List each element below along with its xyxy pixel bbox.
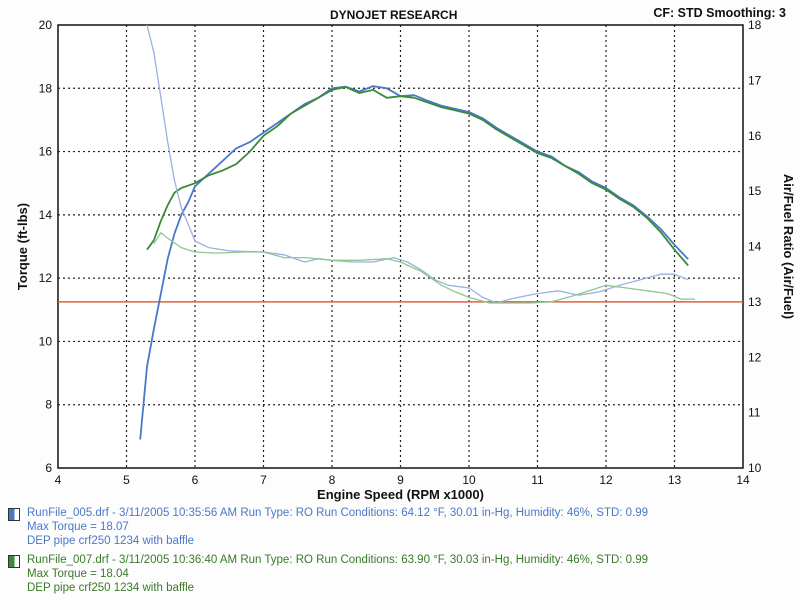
legend-max-torque: Max Torque = 18.04: [27, 568, 129, 580]
y-right-tick-label: 18: [748, 18, 762, 32]
plot-frame: [57, 24, 744, 469]
afr-line-runfile-005-drf: [146, 24, 689, 304]
y-left-tick-label: 8: [45, 398, 52, 412]
y-left-tick-label: 18: [39, 81, 53, 95]
legend-description: DEP pipe crf250 1234 with baffle: [27, 582, 195, 594]
x-tick-label: 10: [462, 473, 476, 487]
x-tick-label: 6: [192, 473, 199, 487]
x-tick-label: 12: [599, 473, 613, 487]
legend-swatch: [8, 555, 20, 568]
dyno-chart: 4 5 6 7 8 9 10 11 12 13 14 6 8 10 12 14 16 18 20 10 11 12 13 14…: [15, 18, 796, 502]
y-left-tick-label: 14: [39, 208, 53, 222]
x-axis-label: Engine Speed (RPM x1000): [317, 487, 484, 502]
torque-line-runfile-007-drf: [146, 86, 689, 267]
y-right-tick-label: 11: [748, 406, 761, 420]
x-tick-label: 9: [397, 473, 404, 487]
chart-title: DYNOJET RESEARCH: [330, 8, 458, 22]
x-tick-label: 7: [260, 473, 267, 487]
y-left-tick-label: 16: [39, 145, 53, 159]
x-tick-label: 14: [736, 473, 750, 487]
y-left-tick-label: 20: [39, 18, 53, 32]
y-right-tick-label: 16: [748, 129, 762, 143]
y-right-tick-label: 17: [748, 73, 762, 87]
y-right-tick-label: 14: [748, 240, 762, 254]
y-right-tick-label: 15: [748, 184, 762, 198]
x-tick-label: 5: [123, 473, 130, 487]
y-right-tick-label: 13: [748, 295, 762, 309]
legend-description: DEP pipe crf250 1234 with baffle: [27, 535, 195, 547]
y-left-tick-label: 12: [39, 271, 53, 285]
x-tick-label: 11: [531, 473, 544, 487]
legend-entry-run-005: RunFile_005.drf - 3/11/2005 10:35:56 AM …: [8, 506, 648, 548]
y-right-tick-label: 10: [748, 461, 762, 475]
afr-line-runfile-007-drf: [153, 232, 696, 304]
legend-run-info: RunFile_005.drf - 3/11/2005 10:35:56 AM …: [27, 507, 649, 519]
legend-run-info: RunFile_007.drf - 3/11/2005 10:36:40 AM …: [27, 554, 649, 566]
x-tick-label: 13: [668, 473, 682, 487]
y-left-tick-label: 6: [45, 461, 52, 475]
y-left-axis-label: Torque (ft-lbs): [15, 203, 30, 290]
correction-info: CF: STD Smoothing: 3: [653, 6, 786, 20]
x-tick-label: 8: [329, 473, 336, 487]
torque-line-runfile-005-drf: [139, 85, 689, 440]
y-left-tick-label: 10: [39, 334, 53, 348]
legend-max-torque: Max Torque = 18.07: [27, 521, 129, 533]
legend-swatch: [8, 508, 20, 521]
x-tick-label: 4: [55, 473, 62, 487]
y-right-axis-label: Air/Fuel Ratio (Air/Fuel): [781, 174, 796, 319]
legend-entry-run-007: RunFile_007.drf - 3/11/2005 10:36:40 AM …: [8, 553, 648, 595]
y-right-tick-label: 12: [748, 350, 762, 364]
